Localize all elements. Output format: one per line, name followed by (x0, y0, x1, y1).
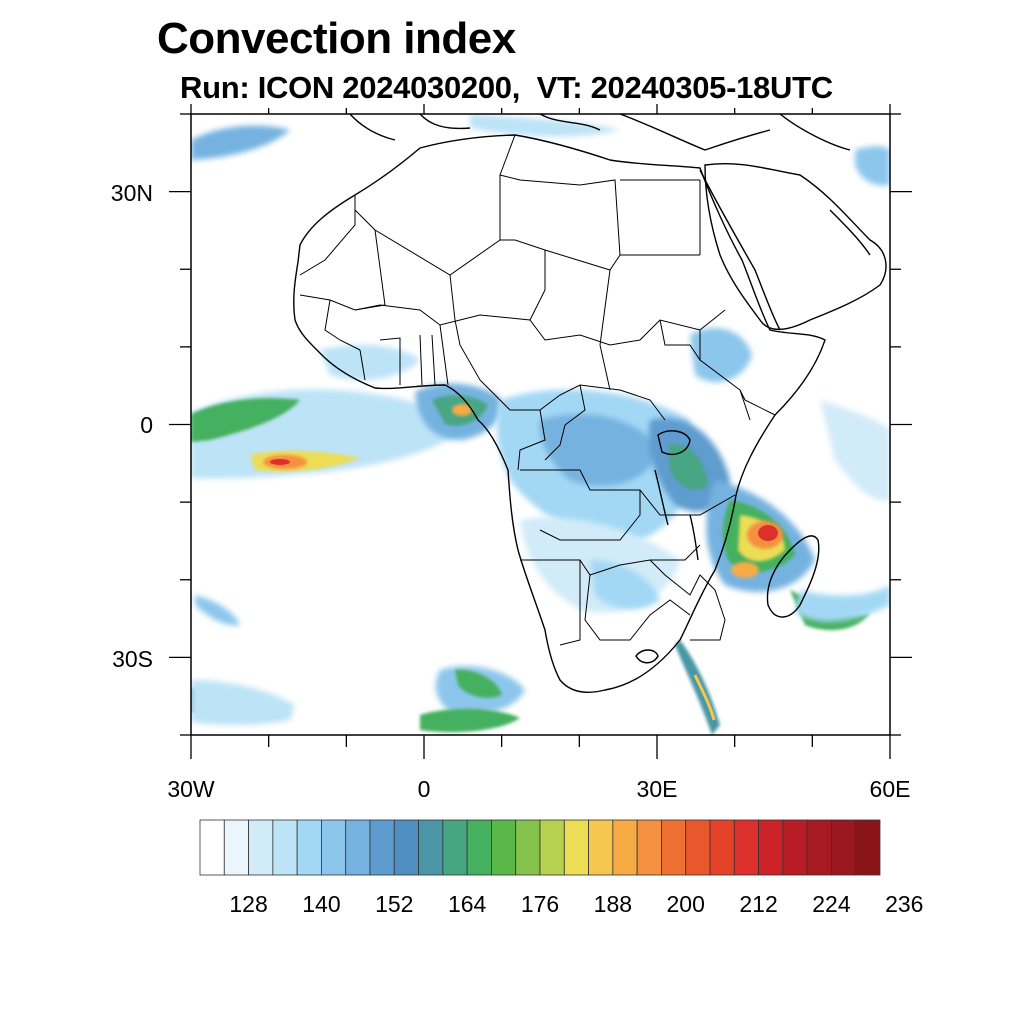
colorbar-box (831, 819, 857, 876)
arabia-coastline (704, 162, 887, 331)
colorbar-labels: 128 140 152 164 176 188 200 212 224 236 (229, 891, 923, 917)
colorbar-box (758, 819, 784, 876)
lat-label-30s: 30S (112, 646, 153, 672)
lake-tanganyika (654, 469, 669, 526)
colorbar-box (685, 819, 711, 876)
field-far-east (820, 400, 890, 501)
lake-malawi (689, 514, 699, 561)
field-northeast (855, 146, 890, 186)
field-southeast-streak (675, 640, 720, 735)
colorbar-label: 224 (812, 891, 851, 917)
field-south-atlantic-front-core (455, 669, 502, 698)
madagascar-coastline (766, 535, 820, 618)
page-title: Convection index (157, 14, 516, 63)
field-guinea-hotspot (452, 404, 472, 416)
colorbar-box (539, 819, 565, 876)
colorbar-box (612, 819, 638, 876)
axis-ticks (169, 104, 912, 759)
colorbar-box (563, 819, 589, 876)
colorbar-box (733, 819, 759, 876)
colorbar-box (296, 819, 322, 876)
colorbar (199, 819, 881, 876)
lon-label-30w: 30W (167, 776, 215, 802)
colorbar-box (782, 819, 808, 876)
borders-north (299, 134, 701, 311)
lesotho (635, 649, 659, 664)
lake-victoria (657, 430, 691, 456)
field-southwest-small (195, 595, 240, 626)
africa-coastline (293, 134, 826, 693)
colorbar-label: 128 (229, 891, 267, 917)
field-northwest (191, 125, 290, 160)
country-borders (299, 134, 776, 646)
colorbar-label: 164 (448, 891, 487, 917)
colorbar-box (248, 819, 274, 876)
colorbar-label: 188 (594, 891, 632, 917)
lon-label-0: 0 (418, 776, 431, 802)
colorbar-box (369, 819, 395, 876)
colorbar-label: 212 (739, 891, 777, 917)
field-congo-inner (539, 414, 660, 486)
colorbar-box (491, 819, 517, 876)
colorbar-label: 140 (302, 891, 340, 917)
axis-tick-labels: 30N 0 30S 30W 0 30E 60E (111, 180, 911, 802)
lat-label-30n: 30N (111, 180, 153, 206)
coastlines (293, 114, 887, 693)
field-atlantic-hotspot-core (270, 459, 290, 465)
colorbar-box (393, 819, 419, 876)
field-southeast-streak-yellow (693, 674, 716, 721)
colorbar-box (272, 819, 298, 876)
colorbar-box (855, 819, 881, 876)
lat-label-0: 0 (140, 412, 153, 438)
colorbar-box (466, 819, 492, 876)
field-southwest-band-light (191, 680, 295, 726)
europe-coastline (349, 114, 851, 151)
borders-south (520, 490, 726, 646)
convection-field (191, 114, 890, 735)
colorbar-box (223, 819, 249, 876)
colorbar-box (515, 819, 541, 876)
lon-label-60e: 60E (870, 776, 911, 802)
field-south-interior (590, 560, 660, 610)
colorbar-label: 152 (375, 891, 413, 917)
field-great-lakes-core (668, 444, 708, 490)
field-mozambique-red (758, 525, 778, 541)
field-south-atlantic-low (420, 708, 520, 733)
colorbar-box (442, 819, 468, 876)
colorbar-box (345, 819, 371, 876)
colorbar-box (321, 819, 347, 876)
colorbar-box (199, 819, 225, 876)
field-ethiopia (690, 327, 752, 383)
colorbar-label: 236 (885, 891, 923, 917)
colorbar-box (661, 819, 687, 876)
colorbar-box (709, 819, 735, 876)
persian-gulf (829, 209, 871, 256)
colorbar-box (806, 819, 832, 876)
red-sea-line (699, 169, 781, 331)
field-atlantic-itcz-core (191, 398, 300, 442)
colorbar-label: 176 (521, 891, 559, 917)
colorbar-box (588, 819, 614, 876)
field-north-mediterranean (470, 114, 620, 137)
colorbar-label: 200 (667, 891, 705, 917)
borders-sahel (299, 250, 726, 346)
page-subtitle: Run: ICON 2024030200, VT: 20240305-18UTC (180, 70, 833, 105)
field-west-africa (320, 344, 420, 380)
colorbar-box (418, 819, 444, 876)
field-mozambique-orange-south (731, 562, 759, 578)
field-madagascar-tail-light (795, 585, 890, 622)
lon-label-30e: 30E (637, 776, 678, 802)
borders-west (324, 299, 496, 396)
colorbar-box (636, 819, 662, 876)
